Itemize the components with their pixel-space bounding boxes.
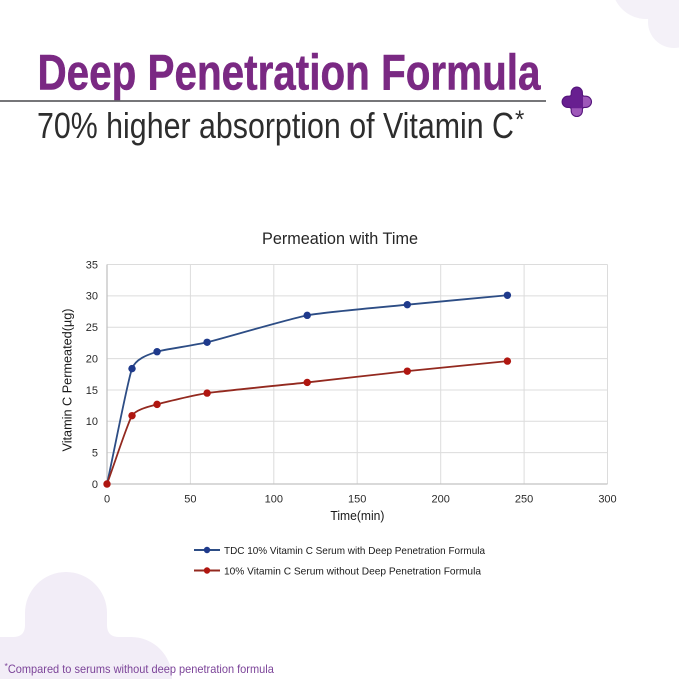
svg-text:Time(min): Time(min) [330, 509, 384, 523]
svg-text:50: 50 [184, 494, 196, 506]
svg-text:TDC 10% Vitamin C Serum with D: TDC 10% Vitamin C Serum with Deep Penetr… [224, 545, 485, 557]
svg-text:20: 20 [86, 353, 98, 365]
svg-text:10: 10 [86, 416, 98, 428]
svg-text:150: 150 [348, 494, 366, 506]
svg-text:10% Vitamin C Serum without De: 10% Vitamin C Serum without Deep Penetra… [224, 565, 481, 577]
svg-text:0: 0 [92, 479, 98, 491]
svg-text:300: 300 [598, 494, 616, 506]
svg-text:5: 5 [92, 448, 98, 460]
svg-text:100: 100 [265, 494, 283, 506]
svg-text:70% higher absorption of Vitam: 70% higher absorption of Vitamin C* [37, 106, 525, 146]
svg-text:Permeation with Time: Permeation with Time [262, 230, 418, 248]
svg-text:250: 250 [515, 494, 533, 506]
svg-text:Deep Penetration Formula: Deep Penetration Formula [37, 46, 540, 101]
svg-text:30: 30 [86, 291, 98, 303]
svg-text:*Compared to serums without de: *Compared to serums without deep penetra… [5, 661, 275, 676]
svg-text:25: 25 [86, 322, 98, 334]
svg-text:15: 15 [86, 385, 98, 397]
svg-text:200: 200 [432, 494, 450, 506]
svg-text:0: 0 [104, 494, 110, 506]
svg-text:Vitamin C Permeated(µg): Vitamin C Permeated(µg) [60, 309, 75, 452]
svg-text:35: 35 [86, 259, 98, 271]
